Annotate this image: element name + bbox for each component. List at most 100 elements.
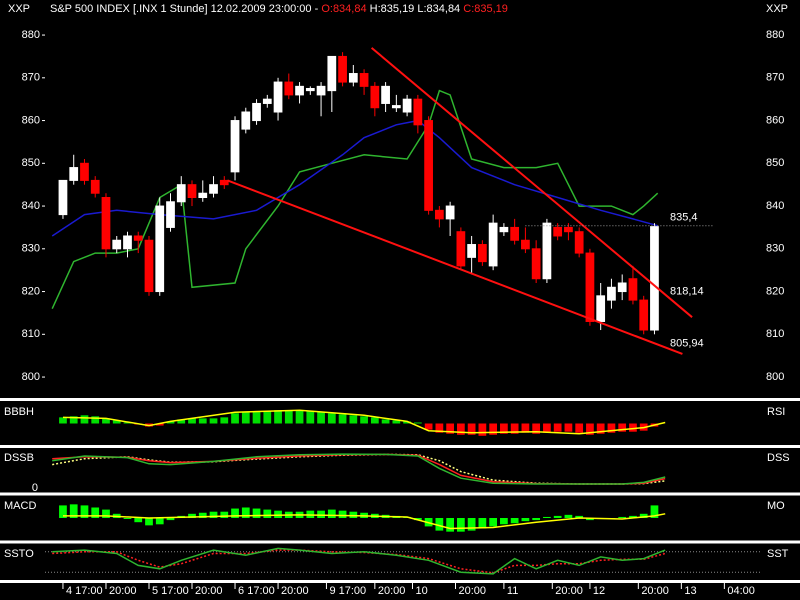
histogram-bar [467, 423, 476, 435]
histogram-bar [639, 513, 648, 518]
x-tick-label: 12 [593, 585, 605, 597]
x-tick-label: 20:00 [281, 585, 309, 597]
candle-body [478, 244, 487, 263]
candle-body [80, 162, 89, 181]
symbol-left: XXP [8, 3, 30, 15]
candle-body [316, 85, 326, 96]
series-line [51, 119, 658, 237]
candle-body [338, 55, 347, 83]
histogram-bar [166, 421, 175, 424]
candle-body [585, 252, 595, 322]
candle-body [402, 98, 412, 113]
candle-body [510, 226, 520, 241]
histogram-bar [317, 412, 325, 424]
price-label: 805,94 [670, 338, 704, 350]
histogram-bar [650, 505, 659, 518]
candle-body [112, 239, 122, 250]
histogram-bar [629, 423, 637, 432]
title-part: C:835,19 [463, 3, 508, 15]
title-part: H:835,19 L:834,84 [370, 3, 461, 15]
histogram-bar [80, 505, 89, 518]
candle-body [187, 184, 197, 199]
histogram-bar [327, 413, 336, 424]
separator [0, 445, 800, 448]
y-tick-label-right: 820 [766, 285, 784, 297]
histogram-bar [241, 412, 250, 424]
candle-body [176, 184, 186, 203]
histogram-bar [166, 518, 175, 521]
x-tick-label: 6 17:00 [238, 585, 275, 597]
panel-name: BBBH [4, 406, 34, 418]
histogram-bar [327, 509, 336, 518]
y-tick-label-right: 840 [766, 200, 784, 212]
candle-body [467, 244, 477, 258]
histogram-bar [629, 515, 637, 518]
histogram-bar [478, 518, 487, 529]
candle-body [391, 105, 401, 109]
y-tick-label: 0 [32, 482, 38, 494]
histogram-bar [198, 418, 207, 424]
panel-right-label: RSI [767, 406, 785, 418]
histogram-bar [69, 504, 78, 518]
histogram-bar [338, 510, 347, 518]
separator [0, 398, 800, 401]
histogram-bar [413, 518, 422, 521]
histogram-bar [607, 423, 616, 433]
candle-body [58, 179, 68, 216]
histogram-bar [188, 513, 196, 518]
candle-body [327, 55, 337, 92]
histogram-bar [220, 511, 229, 518]
histogram-bar [231, 413, 239, 424]
candle-body [488, 222, 498, 267]
histogram-bar [543, 516, 551, 518]
candle-body [596, 295, 606, 322]
histogram-bar [392, 420, 401, 424]
x-tick-label: 20:00 [195, 585, 223, 597]
y-tick-label: 820 [22, 285, 40, 297]
histogram-bar [467, 518, 476, 531]
y-tick-label-right: 800 [766, 371, 784, 383]
histogram-bar [123, 518, 132, 519]
y-tick-label-right: 860 [766, 114, 784, 126]
x-tick-label: 5 17:00 [152, 585, 189, 597]
series-line [52, 547, 666, 575]
y-tick-label: 810 [22, 328, 40, 340]
histogram-bar [59, 505, 67, 518]
candle-body [219, 179, 229, 186]
histogram-bar [435, 518, 444, 531]
candle-body [628, 278, 638, 301]
panel-name: SSTO [4, 548, 34, 560]
candle-body [252, 102, 261, 122]
candle-body [639, 299, 649, 331]
histogram-bar [59, 417, 67, 424]
series-line [62, 409, 666, 435]
histogram-bar [403, 421, 411, 424]
y-tick-label: 830 [22, 243, 40, 255]
histogram-bar [220, 417, 229, 424]
histogram-bar [198, 512, 207, 518]
x-tick-label: 20:00 [458, 585, 486, 597]
panel-name: MACD [4, 500, 36, 512]
price-label: 818,14 [670, 285, 704, 297]
histogram-bar [338, 414, 347, 424]
histogram-bar [80, 415, 89, 424]
histogram-bar [349, 415, 358, 424]
histogram-bar [553, 515, 562, 518]
histogram-bar [381, 419, 390, 424]
histogram-bar [155, 518, 164, 525]
y-tick-label-right: 870 [766, 72, 784, 84]
series-line [63, 513, 666, 530]
histogram-bar [521, 423, 530, 433]
histogram-bar [188, 418, 196, 424]
candle-body [499, 226, 509, 233]
histogram-bar [489, 423, 498, 435]
y-tick-label: 850 [22, 157, 40, 169]
histogram-bar [586, 518, 594, 521]
price-label: 835,4 [670, 212, 698, 224]
histogram-bar [295, 410, 304, 424]
histogram-bar [510, 423, 519, 434]
y-tick-label-right: 830 [766, 243, 784, 255]
series-line [51, 89, 659, 310]
histogram-bar [112, 420, 121, 424]
histogram-bar [510, 518, 519, 524]
